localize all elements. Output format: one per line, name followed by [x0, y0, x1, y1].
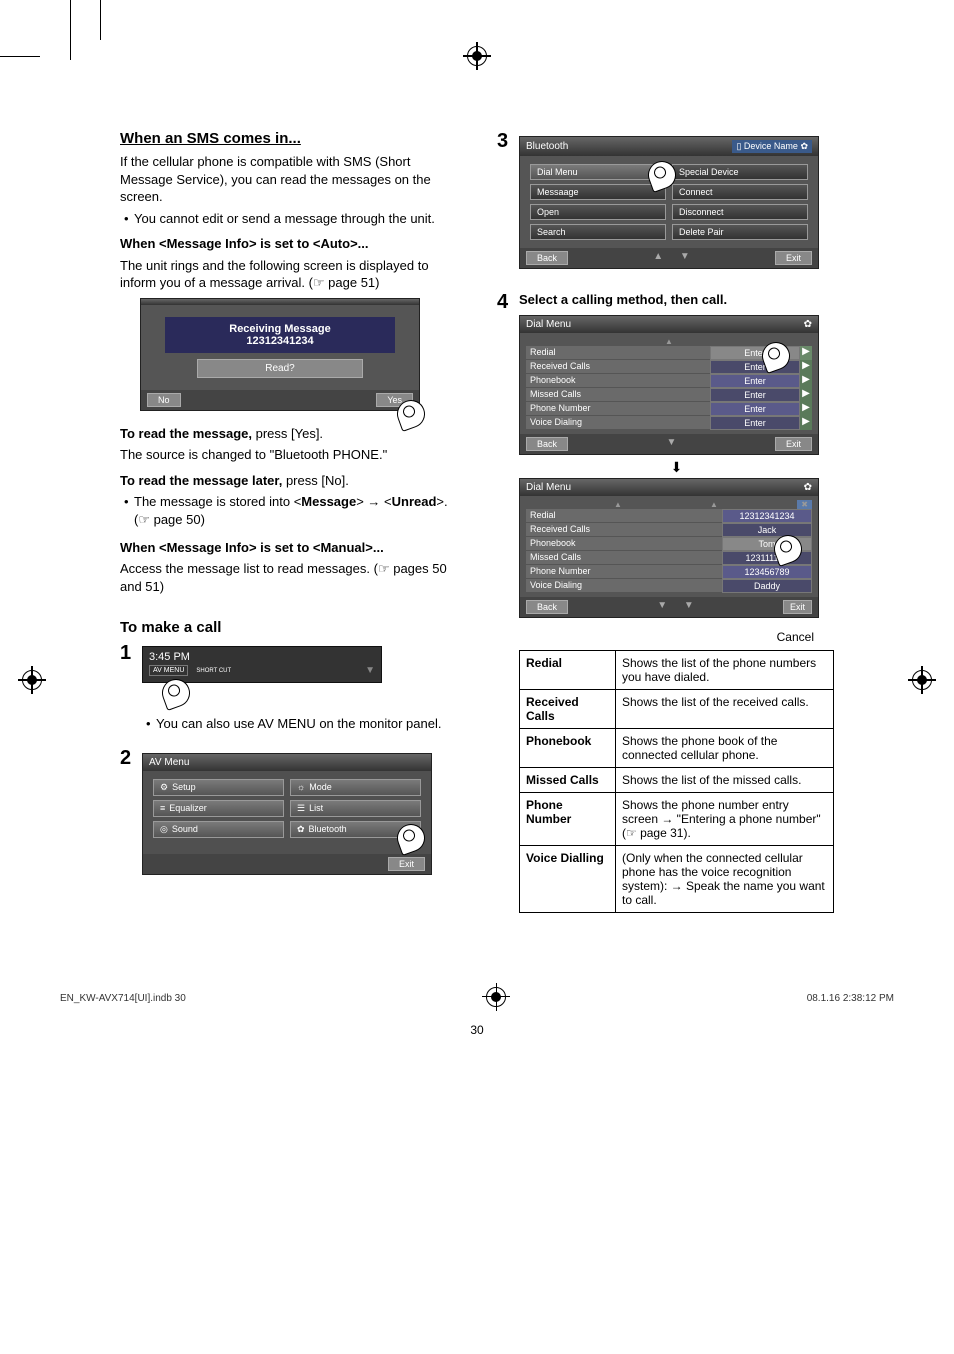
call-methods-table: Redial Shows the list of the phone numbe…	[519, 650, 834, 913]
dm1-enter4[interactable]: Enter	[710, 388, 800, 402]
step-4-num: 4	[497, 291, 519, 314]
bt-connect[interactable]: Connect	[672, 184, 808, 200]
text-sms-intro: If the cellular phone is compatible with…	[120, 153, 457, 206]
menu-equalizer[interactable]: ≡ Equalizer	[153, 800, 284, 817]
tbl-rec-d: Shows the list of the received calls.	[616, 689, 834, 728]
dm2-v5[interactable]: 123456789	[722, 565, 812, 579]
avmenu-title: AV Menu	[149, 757, 189, 768]
tbl-vd-h: Voice Dialling	[520, 845, 616, 912]
btn-exit-bt[interactable]: Exit	[775, 251, 812, 265]
dm1-enter6[interactable]: Enter	[710, 416, 800, 430]
dm-title-2: Dial Menu	[526, 482, 571, 493]
heading-make-call: To make a call	[120, 619, 457, 636]
rcv-msg-line2: 12312341234	[171, 335, 389, 347]
tbl-rec-h: Received Calls	[520, 689, 616, 728]
text-source-changed: The source is changed to "Bluetooth PHON…	[120, 446, 457, 464]
dm2-v6[interactable]: Daddy	[722, 579, 812, 593]
dm2-missed[interactable]: Missed Calls	[526, 551, 722, 565]
bt-dial-menu[interactable]: Dial Menu	[530, 164, 666, 180]
dm1-enter5[interactable]: Enter	[710, 402, 800, 416]
btn-exit-avmenu[interactable]: Exit	[388, 857, 425, 871]
bt-delete[interactable]: Delete Pair	[672, 224, 808, 240]
btn-back-bt[interactable]: Back	[526, 251, 568, 265]
tbl-mc-h: Missed Calls	[520, 767, 616, 792]
dm1-missed[interactable]: Missed Calls	[526, 388, 710, 402]
btn-back-dm2[interactable]: Back	[526, 600, 568, 614]
step-3-num: 3	[497, 130, 519, 153]
text-manual: Access the message list to read messages…	[120, 560, 457, 595]
menu-setup[interactable]: ⚙ Setup	[153, 779, 284, 796]
dm1-received[interactable]: Received Calls	[526, 360, 710, 374]
dm1-voicedial[interactable]: Voice Dialing	[526, 416, 710, 430]
bt-search[interactable]: Search	[530, 224, 666, 240]
btn-back-dm1[interactable]: Back	[526, 437, 568, 451]
btn-exit-dm2[interactable]: Exit	[783, 600, 812, 614]
small-screen-time: 3:45 PM AV MENU SHORT CUT ▼	[142, 646, 382, 683]
panel-av-menu: AV Menu ⚙ Setup ☼ Mode ≡ Equalizer ☰ Lis…	[142, 753, 432, 875]
tbl-pn-d: Shows the phone number entry screen → "E…	[616, 792, 834, 845]
reg-mark-top	[467, 46, 487, 66]
heading-manual: When <Message Info> is set to <Manual>..…	[120, 539, 457, 557]
bt-open[interactable]: Open	[530, 204, 666, 220]
dm2-received[interactable]: Received Calls	[526, 523, 722, 537]
crop-v-left	[70, 0, 71, 60]
bullet-no-edit: You cannot edit or send a message throug…	[124, 210, 457, 228]
footer-timestamp: 08.1.16 2:38:12 PM	[807, 993, 894, 1013]
crop-v-left-inner	[100, 0, 101, 40]
heading-auto: When <Message Info> is set to <Auto>...	[120, 235, 457, 253]
panel-dial-menu-1: Dial Menu✿ ▲ RedialEnter▶ Received Calls…	[519, 315, 819, 455]
dm1-enter3[interactable]: Enter	[710, 374, 800, 388]
heading-sms: When an SMS comes in...	[120, 130, 457, 147]
tbl-pb-h: Phonebook	[520, 728, 616, 767]
bt-special[interactable]: Special Device	[672, 164, 808, 180]
device-name-label: ▯ Device Name ✿	[732, 140, 812, 153]
dm2-phonebook[interactable]: Phonebook	[526, 537, 722, 551]
dm2-v1[interactable]: 12312341234	[722, 509, 812, 523]
tbl-pb-d: Shows the phone book of the connected ce…	[616, 728, 834, 767]
bullet-avmenu-monitor: You can also use AV MENU on the monitor …	[146, 715, 457, 733]
read-question: Read?	[197, 359, 363, 378]
menu-mode[interactable]: ☼ Mode	[290, 779, 421, 796]
read-later-line: To read the message later, press [No].	[120, 472, 457, 490]
tbl-pn-h: Phone Number	[520, 792, 616, 845]
dm1-phonenum[interactable]: Phone Number	[526, 402, 710, 416]
avmenu-label[interactable]: AV MENU	[149, 665, 188, 676]
reg-mark-right	[912, 670, 932, 690]
footer-file: EN_KW-AVX714[UI].indb 30	[60, 993, 186, 1013]
text-auto: The unit rings and the following screen …	[120, 257, 457, 292]
tbl-mc-d: Shows the list of the missed calls.	[616, 767, 834, 792]
step-2-num: 2	[120, 747, 142, 770]
bt-title: Bluetooth	[526, 141, 568, 152]
step4-text: Select a calling method, then call.	[519, 291, 834, 309]
dm2-v2[interactable]: Jack	[722, 523, 812, 537]
page-number: 30	[0, 1023, 954, 1037]
panel-dial-menu-2: Dial Menu✿ ▲▲✖ Redial12312341234 Receive…	[519, 478, 819, 618]
dm1-redial[interactable]: Redial	[526, 346, 710, 360]
crop-h-top	[0, 56, 40, 57]
close-x-icon[interactable]: ✖	[797, 500, 812, 509]
dm2-voicedial[interactable]: Voice Dialing	[526, 579, 722, 593]
btn-exit-dm1[interactable]: Exit	[775, 437, 812, 451]
bt-disconnect[interactable]: Disconnect	[672, 204, 808, 220]
rcv-msg-line1: Receiving Message	[171, 323, 389, 335]
reg-mark-left	[22, 670, 42, 690]
dm-title-1: Dial Menu	[526, 319, 571, 330]
dm2-redial[interactable]: Redial	[526, 509, 722, 523]
menu-sound[interactable]: ◎ Sound	[153, 821, 284, 838]
panel-receiving-msg: Receiving Message 12312341234 Read? No Y…	[140, 298, 420, 411]
menu-list[interactable]: ☰ List	[290, 800, 421, 817]
shortcut-label[interactable]: SHORT CUT	[196, 668, 231, 674]
tbl-redial-h: Redial	[520, 650, 616, 689]
bullet-stored: The message is stored into <Message> → <…	[124, 493, 457, 528]
cancel-label: Cancel	[519, 630, 834, 644]
dm1-phonebook[interactable]: Phonebook	[526, 374, 710, 388]
reg-mark-bottom	[486, 987, 506, 1007]
btn-no[interactable]: No	[147, 393, 181, 407]
tbl-vd-d: (Only when the connected cellular phone …	[616, 845, 834, 912]
dm2-phonenum[interactable]: Phone Number	[526, 565, 722, 579]
tbl-redial-d: Shows the list of the phone numbers you …	[616, 650, 834, 689]
panel-bluetooth: Bluetooth ▯ Device Name ✿ Dial Menu Spec…	[519, 136, 819, 269]
step-1-num: 1	[120, 642, 142, 665]
bt-message[interactable]: Messaage	[530, 184, 666, 200]
